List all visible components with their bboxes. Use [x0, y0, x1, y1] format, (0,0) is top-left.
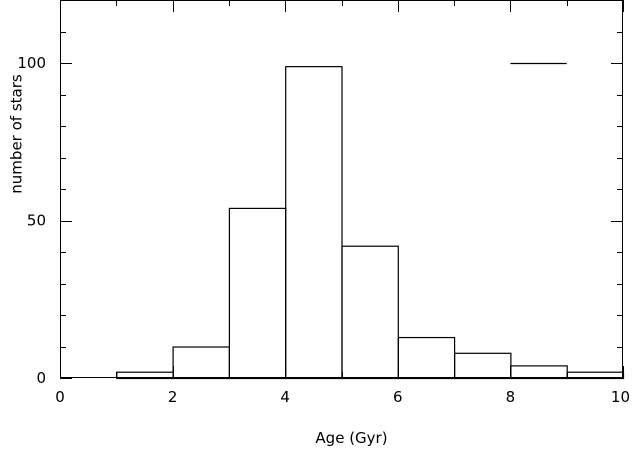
plot-frame: [60, 0, 623, 378]
x-tick-label-2: 4: [280, 388, 290, 406]
histogram-bar-5: [341, 245, 399, 380]
x-tick-label-0: 0: [55, 388, 65, 406]
y-tick-label-0: 0: [36, 369, 46, 387]
x-tick-label-4: 8: [506, 388, 516, 406]
histogram-bar-4: [285, 66, 343, 380]
y-tick-label-1: 50: [27, 212, 46, 230]
histogram-bar-2: [172, 346, 231, 380]
x-axis-label: Age (Gyr): [315, 429, 387, 447]
y-tick-label-2: 100: [17, 54, 46, 72]
x-tick-label-1: 2: [168, 388, 178, 406]
histogram-bar-8: [510, 365, 568, 380]
histogram-bar-6: [397, 336, 456, 380]
x-tick-label-3: 6: [393, 388, 403, 406]
histogram-bar-3: [228, 207, 287, 380]
marks-layer: [116, 62, 625, 380]
y-axis-label: number of stars: [7, 74, 25, 194]
x-tick-label-5: 10: [611, 388, 630, 406]
histogram-bar-7: [454, 352, 512, 380]
